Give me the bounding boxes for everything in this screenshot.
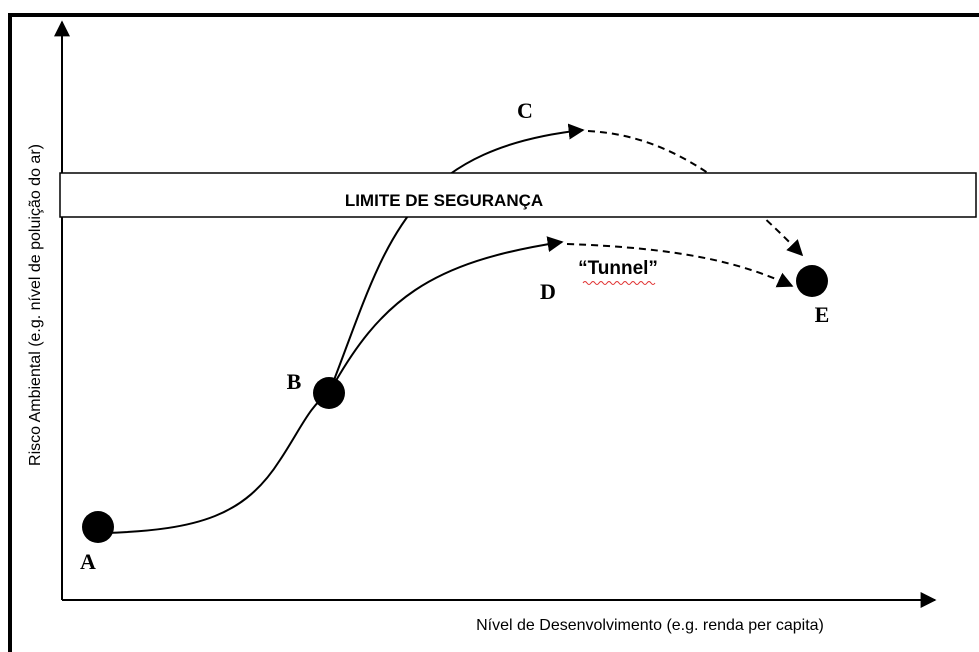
y-axis-label: Risco Ambiental (e.g. nível de poluição …	[27, 144, 44, 466]
dashed-c-e	[587, 130, 804, 257]
spell-underline	[582, 281, 656, 285]
node-label: B	[287, 369, 302, 394]
curve-b-d	[328, 236, 564, 394]
curve-b-c	[328, 123, 585, 394]
dashed-d-e	[566, 243, 794, 288]
node-label: E	[815, 302, 830, 327]
band-label: LIMITE DE SEGURANÇA	[345, 191, 543, 210]
x-axis-label: Nível de Desenvolvimento (e.g. renda per…	[476, 617, 824, 634]
tunnel-label: “Tunnel”	[578, 258, 658, 279]
node-label: A	[80, 549, 96, 574]
node-a	[82, 511, 114, 543]
safety-band	[59, 172, 977, 218]
node-e	[796, 265, 828, 297]
node-label: C	[517, 98, 533, 123]
frame	[8, 13, 979, 652]
curve-a-b	[104, 392, 330, 534]
node-b	[313, 377, 345, 409]
node-label: D	[540, 279, 556, 304]
